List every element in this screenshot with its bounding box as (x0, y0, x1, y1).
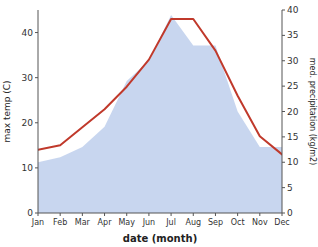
x-tick (60, 213, 61, 216)
x-tick (148, 213, 149, 216)
x-tick-label: Jan (31, 218, 44, 227)
x-tick-label: Nov (252, 218, 268, 227)
y-tick-label: 40 (22, 28, 34, 38)
x-tick-label: Jul (165, 218, 176, 227)
x-tick (38, 213, 39, 216)
y2-tick (282, 60, 285, 61)
x-tick-label: Sep (208, 218, 223, 227)
y-tick-label: 30 (22, 73, 34, 83)
y2-tick-label: 20 (287, 107, 299, 117)
temperature-line (38, 19, 282, 154)
x-tick-label: Oct (231, 218, 245, 227)
y2-tick-label: 35 (287, 30, 298, 40)
x-tick (237, 213, 238, 216)
x-tick (193, 213, 194, 216)
y2-tick-label: 0 (287, 208, 293, 218)
x-tick-label: Dec (274, 218, 289, 227)
y2-tick (282, 10, 285, 11)
y2-tick-label: 15 (287, 132, 298, 142)
y2-tick-label: 40 (287, 5, 299, 15)
y-tick (35, 77, 38, 78)
chart-container: 0 10 20 30 40 0 5 10 15 20 25 30 35 40 Jan Feb Mar Apr May… (0, 0, 318, 247)
y2-tick (282, 187, 285, 188)
x-tick-label: Aug (185, 218, 201, 227)
x-tick-label: Feb (53, 218, 67, 227)
x-axis-line (38, 213, 282, 214)
x-tick-label: Apr (98, 218, 113, 227)
y-tick-label: 10 (22, 163, 34, 173)
axes: 0 10 20 30 40 0 5 10 15 20 25 30 35 40 Jan Feb Mar Apr May… (22, 5, 299, 227)
y2-tick (282, 136, 285, 137)
x-axis-label: date (month) (123, 233, 197, 244)
y-tick (35, 167, 38, 168)
x-tick-label: Mar (75, 218, 91, 227)
y2-axis-label: med. precipitation (kg/m2) (308, 58, 317, 165)
x-tick (82, 213, 83, 216)
y2-tick-label: 5 (287, 183, 293, 193)
x-tick (259, 213, 260, 216)
y-tick (35, 32, 38, 33)
y2-tick-label: 10 (287, 157, 299, 167)
x-tick (215, 213, 216, 216)
chart: 0 10 20 30 40 0 5 10 15 20 25 30 35 40 Jan Feb Mar Apr May… (0, 0, 318, 247)
y2-tick-label: 25 (287, 81, 298, 91)
y-tick-label: 20 (22, 118, 34, 128)
x-tick-label: May (118, 218, 135, 227)
y-tick (35, 122, 38, 123)
x-tick (282, 213, 283, 216)
precipitation-area (38, 15, 282, 213)
x-tick-label: Jun (142, 218, 156, 227)
y2-tick-label: 30 (287, 56, 299, 66)
x-tick (171, 213, 172, 216)
x-tick (104, 213, 105, 216)
y-tick-label: 0 (27, 208, 33, 218)
y-axis-label: max temp (C) (2, 80, 12, 142)
y2-tick (282, 111, 285, 112)
x-tick (126, 213, 127, 216)
y-axis-line (38, 10, 39, 213)
plot-area (38, 15, 282, 213)
y2-tick (282, 86, 285, 87)
y2-tick (282, 162, 285, 163)
y2-tick (282, 35, 285, 36)
